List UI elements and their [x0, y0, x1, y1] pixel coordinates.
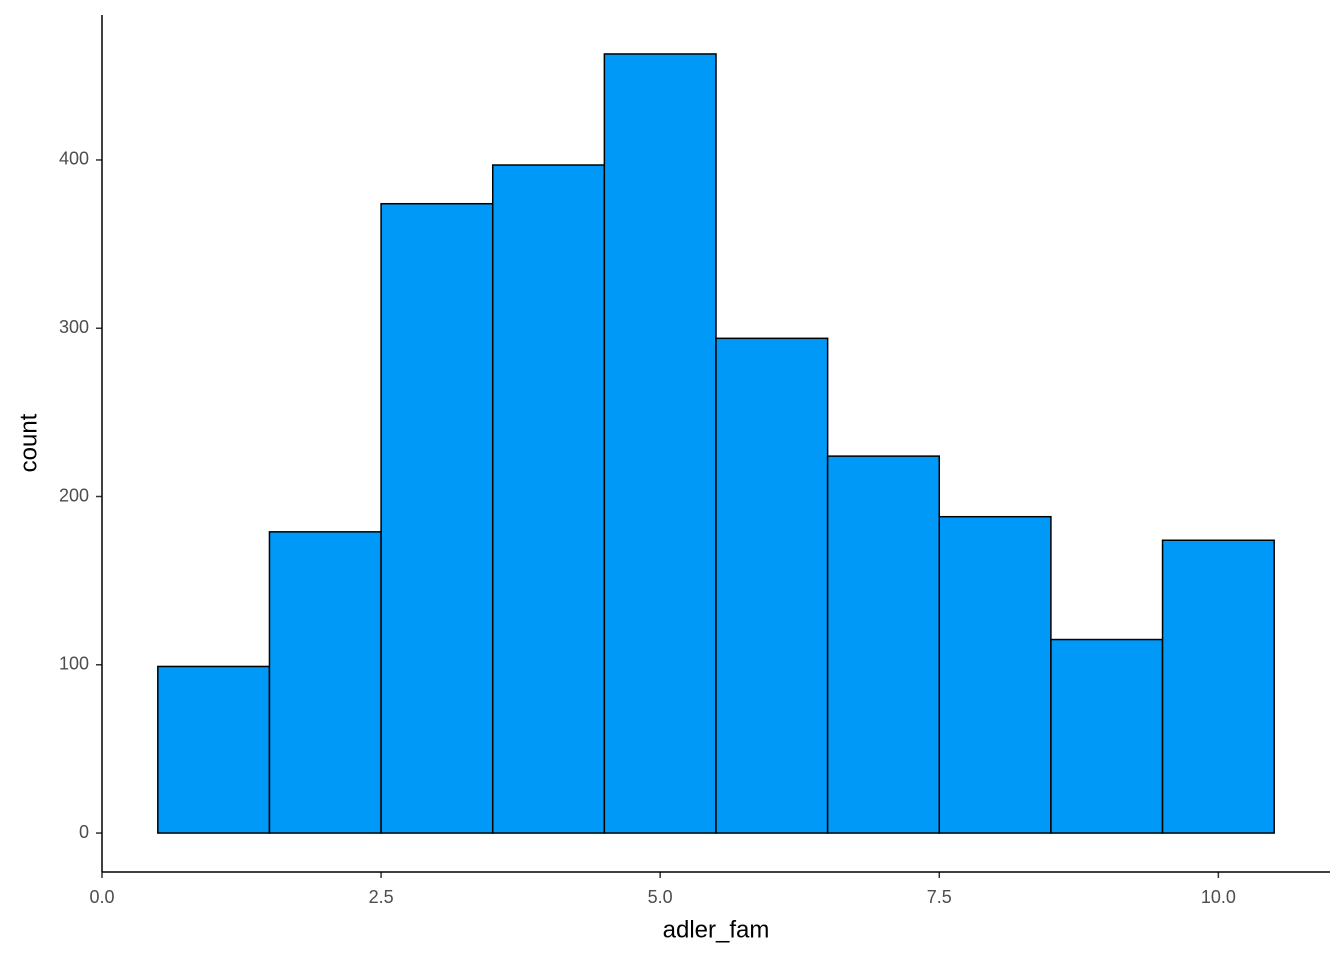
x-axis-title: adler_fam	[663, 916, 770, 943]
y-tick-label: 300	[59, 317, 89, 337]
bar	[715, 337, 829, 834]
y-tick-label: 0	[79, 822, 89, 842]
bar	[938, 515, 1052, 834]
y-tick-label: 100	[59, 654, 89, 674]
bar	[268, 531, 382, 834]
y-axis-title: count	[15, 413, 42, 472]
x-tick-label: 10.0	[1201, 887, 1236, 907]
x-tick-label: 2.5	[369, 887, 394, 907]
bar	[157, 665, 271, 834]
bar	[1161, 539, 1275, 834]
x-tick-label: 0.0	[89, 887, 114, 907]
bar	[491, 164, 606, 834]
y-tick-label: 400	[59, 149, 89, 169]
bar	[380, 202, 494, 834]
x-tick-label: 5.0	[648, 887, 673, 907]
x-tick-label: 7.5	[927, 887, 952, 907]
y-tick-label: 200	[59, 485, 89, 505]
bar	[1050, 638, 1164, 834]
bar	[603, 53, 717, 834]
bar	[826, 455, 941, 834]
